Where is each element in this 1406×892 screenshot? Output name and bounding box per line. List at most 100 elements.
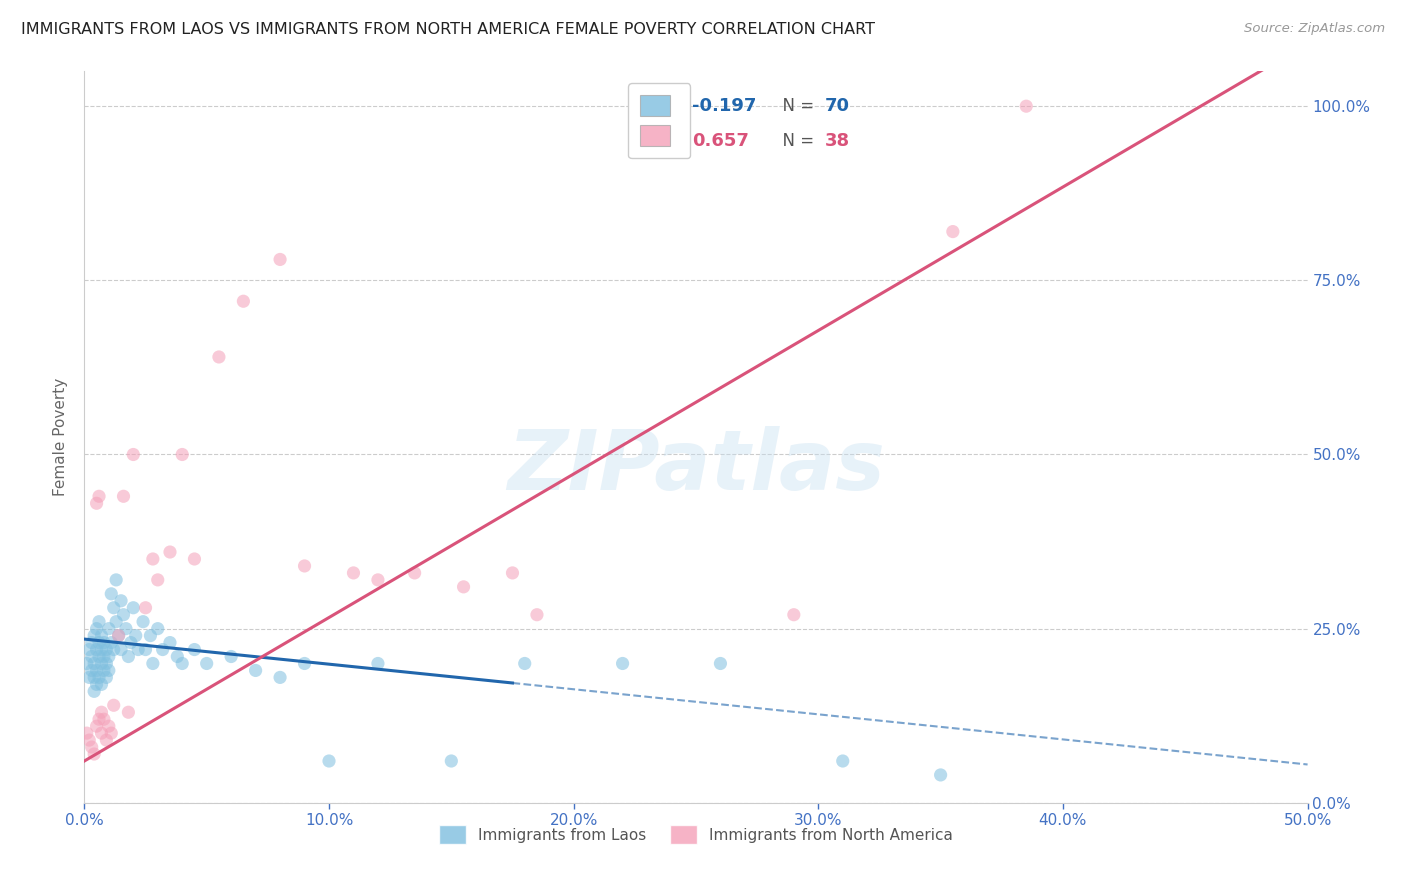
Point: [269, 670, 291, 684]
Point: [96, 642, 118, 657]
Point: [107, 629, 129, 643]
Point: [709, 657, 731, 671]
Point: [97, 649, 120, 664]
Point: [105, 615, 128, 629]
Point: [135, 642, 157, 657]
Point: [103, 642, 125, 657]
Point: [77, 733, 100, 747]
Point: [80, 740, 103, 755]
Point: [172, 448, 194, 462]
Point: [80, 635, 103, 649]
Text: IMMIGRANTS FROM LAOS VS IMMIGRANTS FROM NORTH AMERICA FEMALE POVERTY CORRELATION: IMMIGRANTS FROM LAOS VS IMMIGRANTS FROM …: [21, 22, 875, 37]
Text: -0.197: -0.197: [692, 97, 756, 115]
Point: [159, 635, 181, 649]
Point: [159, 545, 181, 559]
Point: [90, 657, 112, 671]
Point: [139, 629, 162, 643]
Point: [103, 698, 125, 713]
Point: [87, 649, 110, 664]
Point: [122, 600, 145, 615]
Text: R =: R =: [644, 132, 679, 150]
Point: [90, 677, 112, 691]
Point: [87, 670, 110, 684]
Point: [942, 225, 965, 239]
Point: [103, 600, 125, 615]
Point: [112, 607, 135, 622]
Point: [318, 754, 340, 768]
Point: [100, 587, 122, 601]
Point: [83, 670, 105, 684]
Point: [152, 642, 174, 657]
Point: [115, 622, 138, 636]
Text: N =: N =: [772, 132, 820, 150]
Point: [127, 642, 149, 657]
Point: [77, 670, 100, 684]
Point: [86, 719, 108, 733]
Point: [125, 629, 148, 643]
Point: [117, 649, 139, 664]
Point: [100, 726, 122, 740]
Point: [93, 664, 115, 678]
Point: [96, 733, 118, 747]
Point: [87, 712, 110, 726]
Point: [93, 712, 115, 726]
Text: 0.657: 0.657: [692, 132, 749, 150]
Point: [294, 558, 316, 573]
Point: [219, 649, 242, 664]
Point: [404, 566, 426, 580]
Point: [77, 642, 100, 657]
Point: [166, 649, 188, 664]
Point: [269, 252, 291, 267]
Point: [183, 552, 205, 566]
Point: [929, 768, 952, 782]
Point: [195, 657, 218, 671]
Point: [122, 448, 145, 462]
Point: [110, 642, 132, 657]
Point: [86, 496, 108, 510]
Point: [86, 677, 108, 691]
Point: [100, 635, 122, 649]
Point: [93, 635, 115, 649]
Point: [86, 642, 108, 657]
Point: [208, 350, 231, 364]
Point: [90, 629, 112, 643]
Point: [87, 615, 110, 629]
Point: [107, 629, 129, 643]
Point: [135, 600, 157, 615]
Text: N =: N =: [772, 97, 820, 115]
Point: [502, 566, 524, 580]
Point: [80, 664, 103, 678]
Point: [183, 642, 205, 657]
Point: [97, 719, 120, 733]
Legend: Immigrants from Laos, Immigrants from North America: Immigrants from Laos, Immigrants from No…: [433, 819, 959, 850]
Point: [96, 670, 118, 684]
Point: [526, 607, 548, 622]
Point: [83, 684, 105, 698]
Point: [367, 573, 389, 587]
Point: [105, 573, 128, 587]
Point: [232, 294, 254, 309]
Point: [612, 657, 634, 671]
Point: [97, 664, 120, 678]
Point: [76, 657, 98, 671]
Point: [87, 489, 110, 503]
Point: [783, 607, 806, 622]
Point: [86, 622, 108, 636]
Text: R =: R =: [644, 97, 679, 115]
Point: [831, 754, 853, 768]
Point: [440, 754, 463, 768]
Text: ZIPatlas: ZIPatlas: [508, 425, 884, 507]
Point: [120, 635, 142, 649]
Point: [90, 705, 112, 719]
Point: [453, 580, 475, 594]
Text: Source: ZipAtlas.com: Source: ZipAtlas.com: [1244, 22, 1385, 36]
Point: [132, 615, 155, 629]
Point: [142, 657, 165, 671]
Point: [342, 566, 364, 580]
Point: [294, 657, 316, 671]
Point: [112, 489, 135, 503]
Point: [97, 622, 120, 636]
Point: [80, 649, 103, 664]
Point: [245, 664, 267, 678]
Point: [83, 657, 105, 671]
